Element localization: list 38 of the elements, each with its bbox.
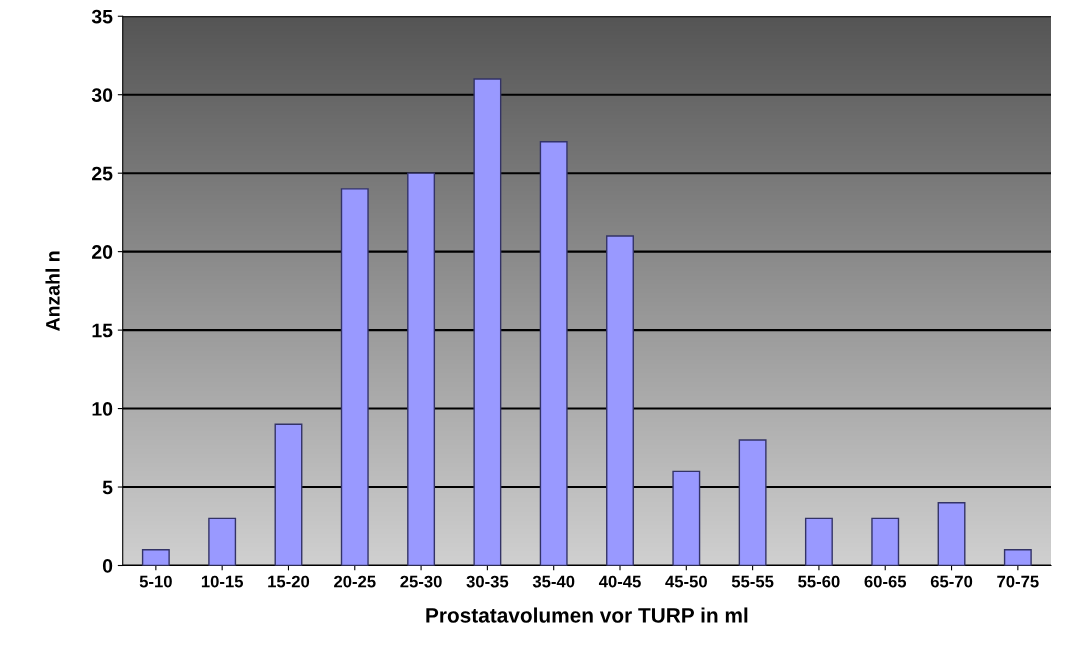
- bar: [539, 141, 568, 566]
- x-tick-label: 25-30: [400, 575, 442, 588]
- bar: [937, 502, 966, 566]
- bar: [871, 517, 900, 566]
- y-tick-label: 15: [92, 323, 113, 338]
- bar: [672, 470, 701, 566]
- x-tick-label: 35-40: [532, 575, 575, 588]
- y-tick-label: 20: [92, 245, 113, 259]
- bar: [804, 517, 833, 566]
- bar: [141, 549, 170, 566]
- bar: [606, 235, 634, 566]
- x-tick-label: 60-65: [864, 575, 907, 588]
- y-tick-label: 35: [91, 9, 113, 24]
- x-axis-title: Prostatavolumen vor TURP in ml: [426, 607, 748, 623]
- bar: [208, 517, 237, 566]
- x-tick-label: 65-70: [930, 575, 973, 588]
- y-axis-title: Anzahl n: [45, 251, 60, 331]
- x-tick-label: 55-60: [798, 575, 840, 588]
- x-tick-label: 30-35: [466, 575, 509, 588]
- x-tick-label: 45-50: [665, 575, 707, 588]
- bar: [274, 423, 303, 566]
- y-tick-label: 0: [102, 558, 113, 573]
- y-tick-label: 5: [102, 480, 113, 495]
- bar: [1003, 549, 1032, 566]
- x-tick-label: 20-25: [334, 575, 376, 588]
- y-tick-label: 25: [92, 166, 113, 181]
- x-tick-label: 5-10: [139, 575, 172, 588]
- y-tick-label: 10: [92, 402, 113, 416]
- x-tick-label: 55-55: [731, 575, 774, 588]
- x-tick-label: 15-20: [268, 575, 310, 588]
- bar: [738, 439, 767, 566]
- y-tick-label: 30: [91, 88, 113, 102]
- x-tick-label: 70-75: [997, 575, 1039, 588]
- x-tick-label: 10-15: [201, 575, 244, 588]
- bar: [407, 172, 436, 566]
- x-tick-label: 40-45: [598, 575, 641, 588]
- bar: [473, 78, 502, 566]
- bar: [340, 188, 369, 566]
